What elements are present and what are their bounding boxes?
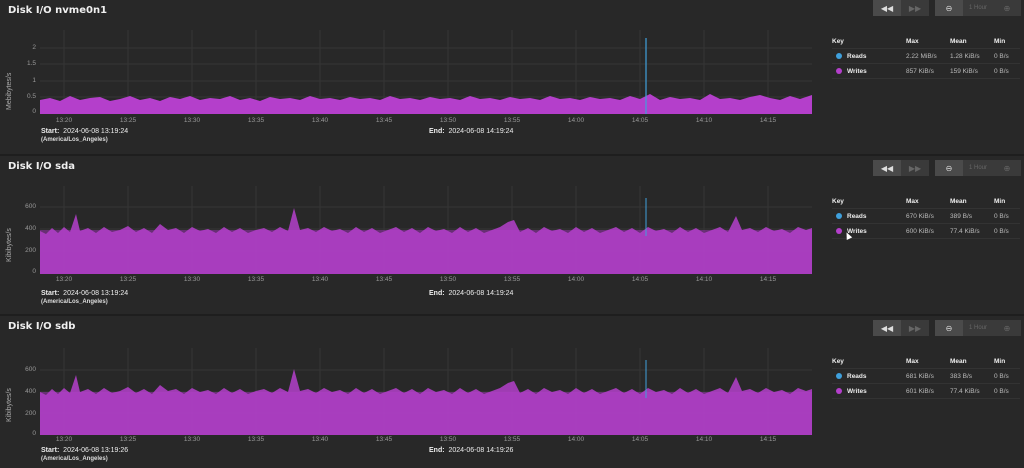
legend-row-reads[interactable]: Reads 2.22 MiB/s 1.28 KiB/s 0 B/s [832, 49, 1020, 64]
zoom-out-button[interactable]: ⊖ [935, 160, 963, 176]
disk-io-panel-sda: Disk I/O sda ◀◀ ▶▶ ⊖ 1 Hour ⊕ Kibibytes/… [0, 156, 1024, 316]
zoom-group: ⊖ 1 Hour ⊕ [935, 160, 1021, 176]
forward-icon: ▶▶ [908, 323, 922, 333]
zoom-out-icon: ⊖ [945, 323, 953, 333]
zoom-group: ⊖ 1 Hour ⊕ [935, 320, 1021, 336]
end-time: End: 2024-06-08 14:19:26 [429, 447, 514, 454]
disk-io-panel-nvme0n1: Disk I/O nvme0n1 ◀◀ ▶▶ ⊖ 1 Hour ⊕ Mebiby… [0, 0, 1024, 156]
legend-header: Key Max Mean Min [832, 194, 1020, 209]
reads-dot-icon [836, 213, 842, 219]
legend-row-reads[interactable]: Reads 681 KiB/s 383 B/s 0 B/s [832, 369, 1020, 384]
forward-button[interactable]: ▶▶ [901, 160, 929, 176]
reads-dot-icon [836, 373, 842, 379]
io-chart[interactable] [40, 30, 812, 114]
legend-row-writes[interactable]: Writes 857 KiB/s 159 KiB/s 0 B/s [832, 64, 1020, 79]
zoom-out-button[interactable]: ⊖ [935, 0, 963, 16]
time-nav-group: ◀◀ ▶▶ [873, 320, 929, 336]
writes-series [40, 94, 812, 114]
range-label: 1 Hour [963, 0, 993, 16]
rewind-button[interactable]: ◀◀ [873, 320, 901, 336]
zoom-in-button[interactable]: ⊕ [993, 160, 1021, 176]
zoom-in-icon: ⊕ [1003, 3, 1011, 13]
time-nav-group: ◀◀ ▶▶ [873, 0, 929, 16]
panel-title: Disk I/O sdb [8, 321, 76, 332]
forward-icon: ▶▶ [908, 3, 922, 13]
writes-dot-icon [836, 68, 842, 74]
reads-dot-icon [836, 53, 842, 59]
zoom-in-icon: ⊕ [1003, 323, 1011, 333]
time-nav-group: ◀◀ ▶▶ [873, 160, 929, 176]
legend-table: Key Max Mean Min Reads 670 KiB/s 389 B/s… [832, 194, 1020, 239]
writes-dot-icon [836, 228, 842, 234]
zoom-in-button[interactable]: ⊕ [993, 320, 1021, 336]
start-time: Start: 2024-06-08 13:19:24 [41, 128, 129, 135]
forward-icon: ▶▶ [908, 163, 922, 173]
legend-table: Key Max Mean Min Reads 2.22 MiB/s 1.28 K… [832, 34, 1020, 79]
writes-series [40, 208, 812, 274]
y-axis-label: Kibibytes/s [6, 228, 13, 262]
rewind-icon: ◀◀ [880, 163, 894, 173]
start-time: Start: 2024-06-08 13:19:26 [41, 447, 129, 454]
io-chart[interactable] [40, 348, 812, 435]
rewind-button[interactable]: ◀◀ [873, 160, 901, 176]
legend-row-reads[interactable]: Reads 670 KiB/s 389 B/s 0 B/s [832, 209, 1020, 224]
y-axis-label: Mebibytes/s [6, 72, 13, 110]
rewind-button[interactable]: ◀◀ [873, 0, 901, 16]
timezone: (America/Los_Angeles) [41, 137, 108, 143]
timezone: (America/Los_Angeles) [41, 299, 108, 305]
writes-dot-icon [836, 388, 842, 394]
range-label: 1 Hour [963, 160, 993, 176]
legend-row-writes[interactable]: Writes 600 KiB/s 77.4 KiB/s 0 B/s [832, 224, 1020, 239]
rewind-icon: ◀◀ [880, 3, 894, 13]
zoom-out-icon: ⊖ [945, 3, 953, 13]
io-chart[interactable] [40, 186, 812, 274]
zoom-out-button[interactable]: ⊖ [935, 320, 963, 336]
start-time: Start: 2024-06-08 13:19:24 [41, 290, 129, 297]
legend-header: Key Max Mean Min [832, 34, 1020, 49]
writes-series [40, 369, 812, 435]
end-time: End: 2024-06-08 14:19:24 [429, 128, 514, 135]
zoom-in-button[interactable]: ⊕ [993, 0, 1021, 16]
panel-title: Disk I/O sda [8, 161, 76, 172]
range-label: 1 Hour [963, 320, 993, 336]
legend-row-writes[interactable]: Writes 601 KiB/s 77.4 KiB/s 0 B/s [832, 384, 1020, 399]
zoom-out-icon: ⊖ [945, 163, 953, 173]
legend-table: Key Max Mean Min Reads 681 KiB/s 383 B/s… [832, 354, 1020, 399]
rewind-icon: ◀◀ [880, 323, 894, 333]
end-time: End: 2024-06-08 14:19:24 [429, 290, 514, 297]
zoom-in-icon: ⊕ [1003, 163, 1011, 173]
timezone: (America/Los_Angeles) [41, 456, 108, 462]
legend-header: Key Max Mean Min [832, 354, 1020, 369]
panel-title: Disk I/O nvme0n1 [8, 5, 108, 16]
zoom-group: ⊖ 1 Hour ⊕ [935, 0, 1021, 16]
y-axis-label: Kibibytes/s [6, 388, 13, 422]
forward-button[interactable]: ▶▶ [901, 0, 929, 16]
disk-io-panel-sdb: Disk I/O sdb ◀◀ ▶▶ ⊖ 1 Hour ⊕ Kibibytes/… [0, 316, 1024, 468]
forward-button[interactable]: ▶▶ [901, 320, 929, 336]
